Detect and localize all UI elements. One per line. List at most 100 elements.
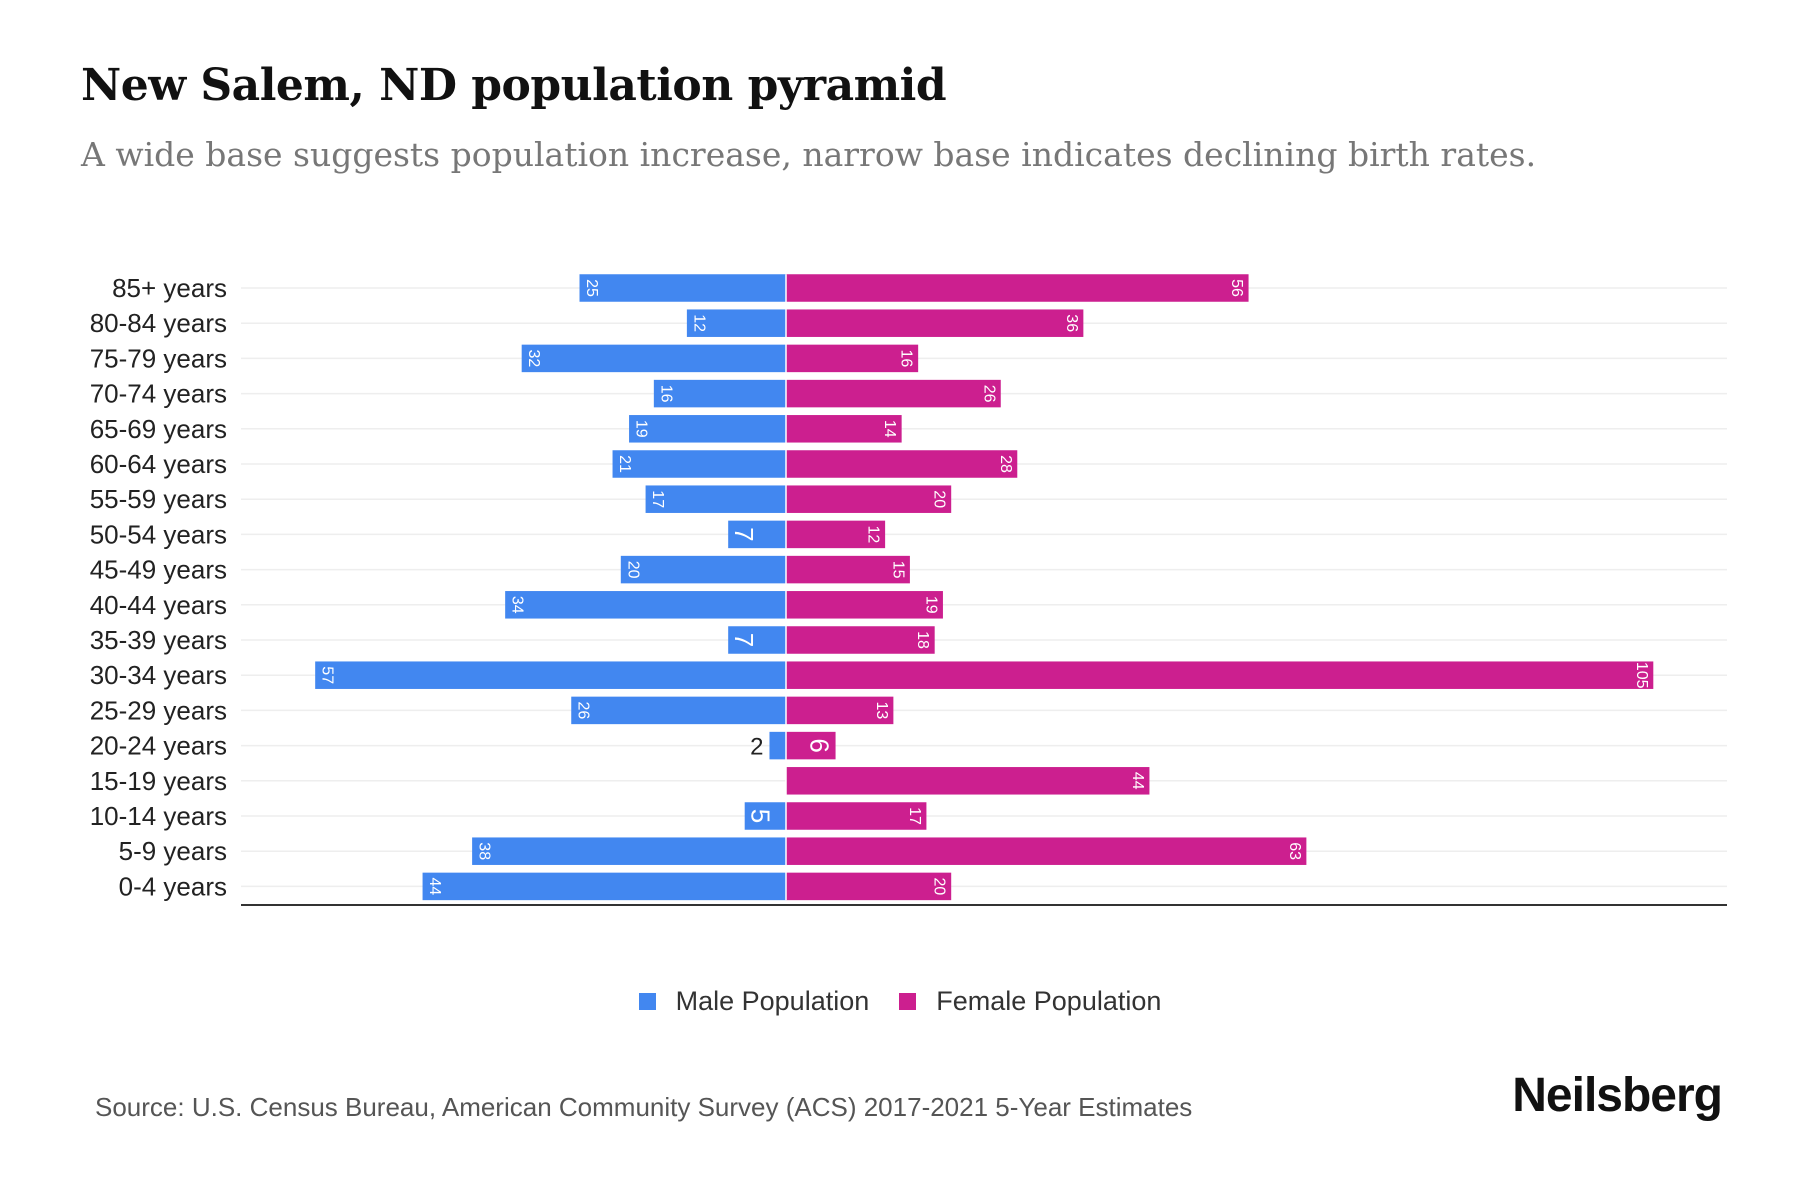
male-bar: [571, 696, 786, 725]
female-value-label: 44: [1129, 772, 1146, 790]
category-label: 40-44 years: [90, 590, 227, 620]
male-bar: [645, 485, 786, 513]
category-label: 60-64 years: [90, 449, 227, 479]
category-label: 20-24 years: [90, 731, 227, 761]
category-label: 45-49 years: [90, 555, 227, 585]
male-value-label: 7: [729, 527, 759, 541]
category-label: 75-79 years: [90, 343, 227, 373]
category-label: 50-54 years: [90, 519, 227, 549]
female-bar: [786, 520, 886, 549]
female-value-label: 28: [997, 455, 1014, 473]
category-label: 30-34 years: [90, 660, 227, 690]
male-bar: [612, 450, 786, 478]
female-value-label: 17: [906, 807, 923, 825]
female-bar: [786, 415, 902, 443]
male-bar: [620, 555, 786, 584]
male-bar: [579, 274, 786, 302]
chart-title: New Salem, ND population pyramid: [81, 60, 947, 111]
female-bar: [786, 626, 935, 654]
category-label: 65-69 years: [90, 414, 227, 444]
category-label: 80-84 years: [90, 308, 227, 338]
category-label: 15-19 years: [90, 766, 227, 796]
male-bar: [744, 802, 786, 830]
female-bar: [786, 309, 1084, 337]
legend-swatch-female: [899, 993, 917, 1010]
male-value-label: 16: [657, 385, 674, 403]
category-label: 35-39 years: [90, 625, 227, 655]
male-value-label: 34: [509, 596, 526, 614]
male-bar: [422, 872, 786, 901]
female-bar: [786, 872, 952, 901]
male-value-label: 20: [624, 561, 641, 579]
male-bar: [315, 661, 786, 689]
male-bar: [472, 837, 786, 865]
category-label: 10-14 years: [90, 801, 227, 831]
male-bar: [521, 344, 786, 373]
female-bar: [786, 344, 919, 373]
female-value-label: 6: [805, 738, 835, 752]
female-value-label: 36: [1063, 314, 1080, 332]
male-value-label: 25: [583, 279, 600, 297]
male-value-label: 7: [729, 633, 759, 647]
female-value-label: 15: [889, 561, 906, 579]
female-value-label: 56: [1228, 279, 1245, 297]
category-label: 70-74 years: [90, 379, 227, 409]
male-value-label: 57: [319, 666, 336, 684]
female-bar: [786, 379, 1001, 408]
female-bar: [786, 731, 836, 760]
male-bar: [728, 626, 786, 654]
chart-subtitle: A wide base suggests population increase…: [81, 135, 1537, 174]
male-bar: [686, 309, 786, 337]
female-bar: [786, 485, 952, 513]
female-value-label: 20: [931, 878, 948, 896]
female-bar: [786, 450, 1018, 478]
legend-item-female[interactable]: Female Population: [899, 986, 1161, 1017]
female-value-label: 26: [980, 385, 997, 403]
male-bar: [505, 591, 786, 619]
female-value-label: 14: [881, 420, 898, 438]
female-value-label: 13: [873, 702, 890, 720]
legend-swatch-male: [638, 993, 656, 1010]
female-bar: [786, 274, 1249, 302]
female-value-label: 18: [914, 631, 931, 649]
male-value-label: 26: [575, 702, 592, 720]
male-value-label: 2: [750, 734, 763, 761]
female-bar: [786, 837, 1307, 865]
female-value-label: 63: [1286, 842, 1303, 860]
category-label: 5-9 years: [119, 836, 227, 866]
category-label: 85+ years: [112, 273, 227, 303]
female-bar: [786, 767, 1150, 795]
male-value-label: 19: [633, 420, 650, 438]
male-value-label: 12: [690, 314, 707, 332]
female-value-label: 20: [931, 490, 948, 508]
male-value-label: 38: [476, 842, 493, 860]
female-value-label: 16: [898, 350, 915, 368]
male-bar: [629, 415, 786, 443]
male-value-label: 44: [426, 878, 443, 896]
female-bar: [786, 591, 943, 619]
female-value-label: 105: [1633, 662, 1650, 689]
female-bar: [786, 696, 894, 725]
category-label: 0-4 years: [119, 871, 227, 901]
male-value-label: 21: [616, 455, 633, 473]
female-bar: [786, 802, 927, 830]
male-value-label: 32: [525, 350, 542, 368]
male-bar: [728, 520, 786, 549]
legend-label-female: Female Population: [936, 986, 1162, 1016]
female-bar: [786, 661, 1654, 689]
legend: Male Population Female Population: [0, 986, 1800, 1017]
source-note: Source: U.S. Census Bureau, American Com…: [95, 1092, 1193, 1122]
male-bar: [769, 731, 786, 760]
male-value-label: 17: [649, 490, 666, 508]
legend-label-male: Male Population: [675, 986, 870, 1016]
category-label: 55-59 years: [90, 484, 227, 514]
category-label: 25-29 years: [90, 695, 227, 725]
female-value-label: 19: [922, 596, 939, 614]
legend-item-male[interactable]: Male Population: [638, 986, 870, 1017]
female-bar: [786, 555, 910, 584]
brand-logo: Neilsberg: [1512, 1069, 1723, 1122]
male-value-label: 5: [746, 809, 776, 823]
male-bar: [653, 379, 786, 408]
female-value-label: 12: [865, 526, 882, 544]
